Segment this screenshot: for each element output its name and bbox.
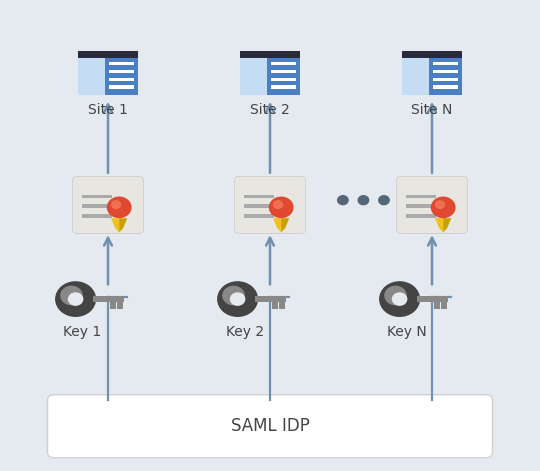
Polygon shape (119, 218, 127, 232)
Bar (109, 70, 134, 73)
Circle shape (60, 285, 83, 305)
Bar (82, 214, 112, 218)
Text: SAML IDP: SAML IDP (231, 417, 309, 435)
Bar (105, 51, 138, 95)
Bar (402, 51, 429, 95)
Circle shape (111, 200, 122, 209)
Bar (82, 195, 112, 198)
Bar (406, 204, 436, 208)
Text: Key N: Key N (387, 325, 427, 339)
Circle shape (337, 195, 349, 205)
Text: Site N: Site N (411, 103, 453, 117)
Bar (240, 51, 300, 58)
Polygon shape (443, 218, 451, 232)
Bar (267, 51, 300, 95)
FancyBboxPatch shape (73, 177, 144, 234)
FancyBboxPatch shape (234, 177, 306, 234)
Polygon shape (435, 218, 443, 232)
Bar (93, 296, 124, 302)
Bar (271, 62, 296, 65)
Bar (441, 302, 447, 309)
Bar (417, 296, 448, 302)
Circle shape (217, 281, 258, 317)
Bar (240, 51, 267, 95)
Text: Site 2: Site 2 (250, 103, 290, 117)
Bar (434, 302, 440, 309)
Bar (78, 51, 138, 58)
Circle shape (55, 281, 96, 317)
Bar (271, 85, 296, 89)
Bar (109, 62, 134, 65)
Text: Key 1: Key 1 (64, 325, 102, 339)
Bar (110, 302, 116, 309)
FancyBboxPatch shape (396, 177, 468, 234)
Circle shape (431, 196, 456, 218)
Bar (406, 214, 436, 218)
Bar (255, 296, 286, 302)
Bar (272, 302, 278, 309)
Circle shape (392, 292, 407, 306)
Polygon shape (281, 218, 289, 232)
Bar (109, 78, 134, 81)
Circle shape (435, 200, 446, 209)
Bar (78, 51, 105, 95)
Circle shape (107, 196, 132, 218)
Circle shape (222, 285, 245, 305)
Circle shape (68, 292, 83, 306)
Bar (433, 70, 458, 73)
Bar (244, 195, 274, 198)
Circle shape (384, 285, 407, 305)
Bar (406, 195, 436, 198)
Bar (271, 70, 296, 73)
Bar (433, 78, 458, 81)
Polygon shape (273, 218, 281, 232)
Text: Key 2: Key 2 (226, 325, 264, 339)
Bar (82, 204, 112, 208)
Bar (244, 214, 274, 218)
Bar (402, 51, 462, 58)
Text: Site 1: Site 1 (88, 103, 128, 117)
Bar (109, 85, 134, 89)
Circle shape (379, 281, 420, 317)
Circle shape (378, 195, 390, 205)
Bar (279, 302, 285, 309)
FancyBboxPatch shape (48, 395, 492, 458)
Bar (117, 302, 123, 309)
Bar (244, 204, 274, 208)
Circle shape (269, 196, 294, 218)
Circle shape (273, 200, 284, 209)
Bar (433, 85, 458, 89)
Bar (271, 78, 296, 81)
Circle shape (357, 195, 369, 205)
Bar (433, 62, 458, 65)
Circle shape (230, 292, 245, 306)
Polygon shape (111, 218, 119, 232)
Bar (429, 51, 462, 95)
